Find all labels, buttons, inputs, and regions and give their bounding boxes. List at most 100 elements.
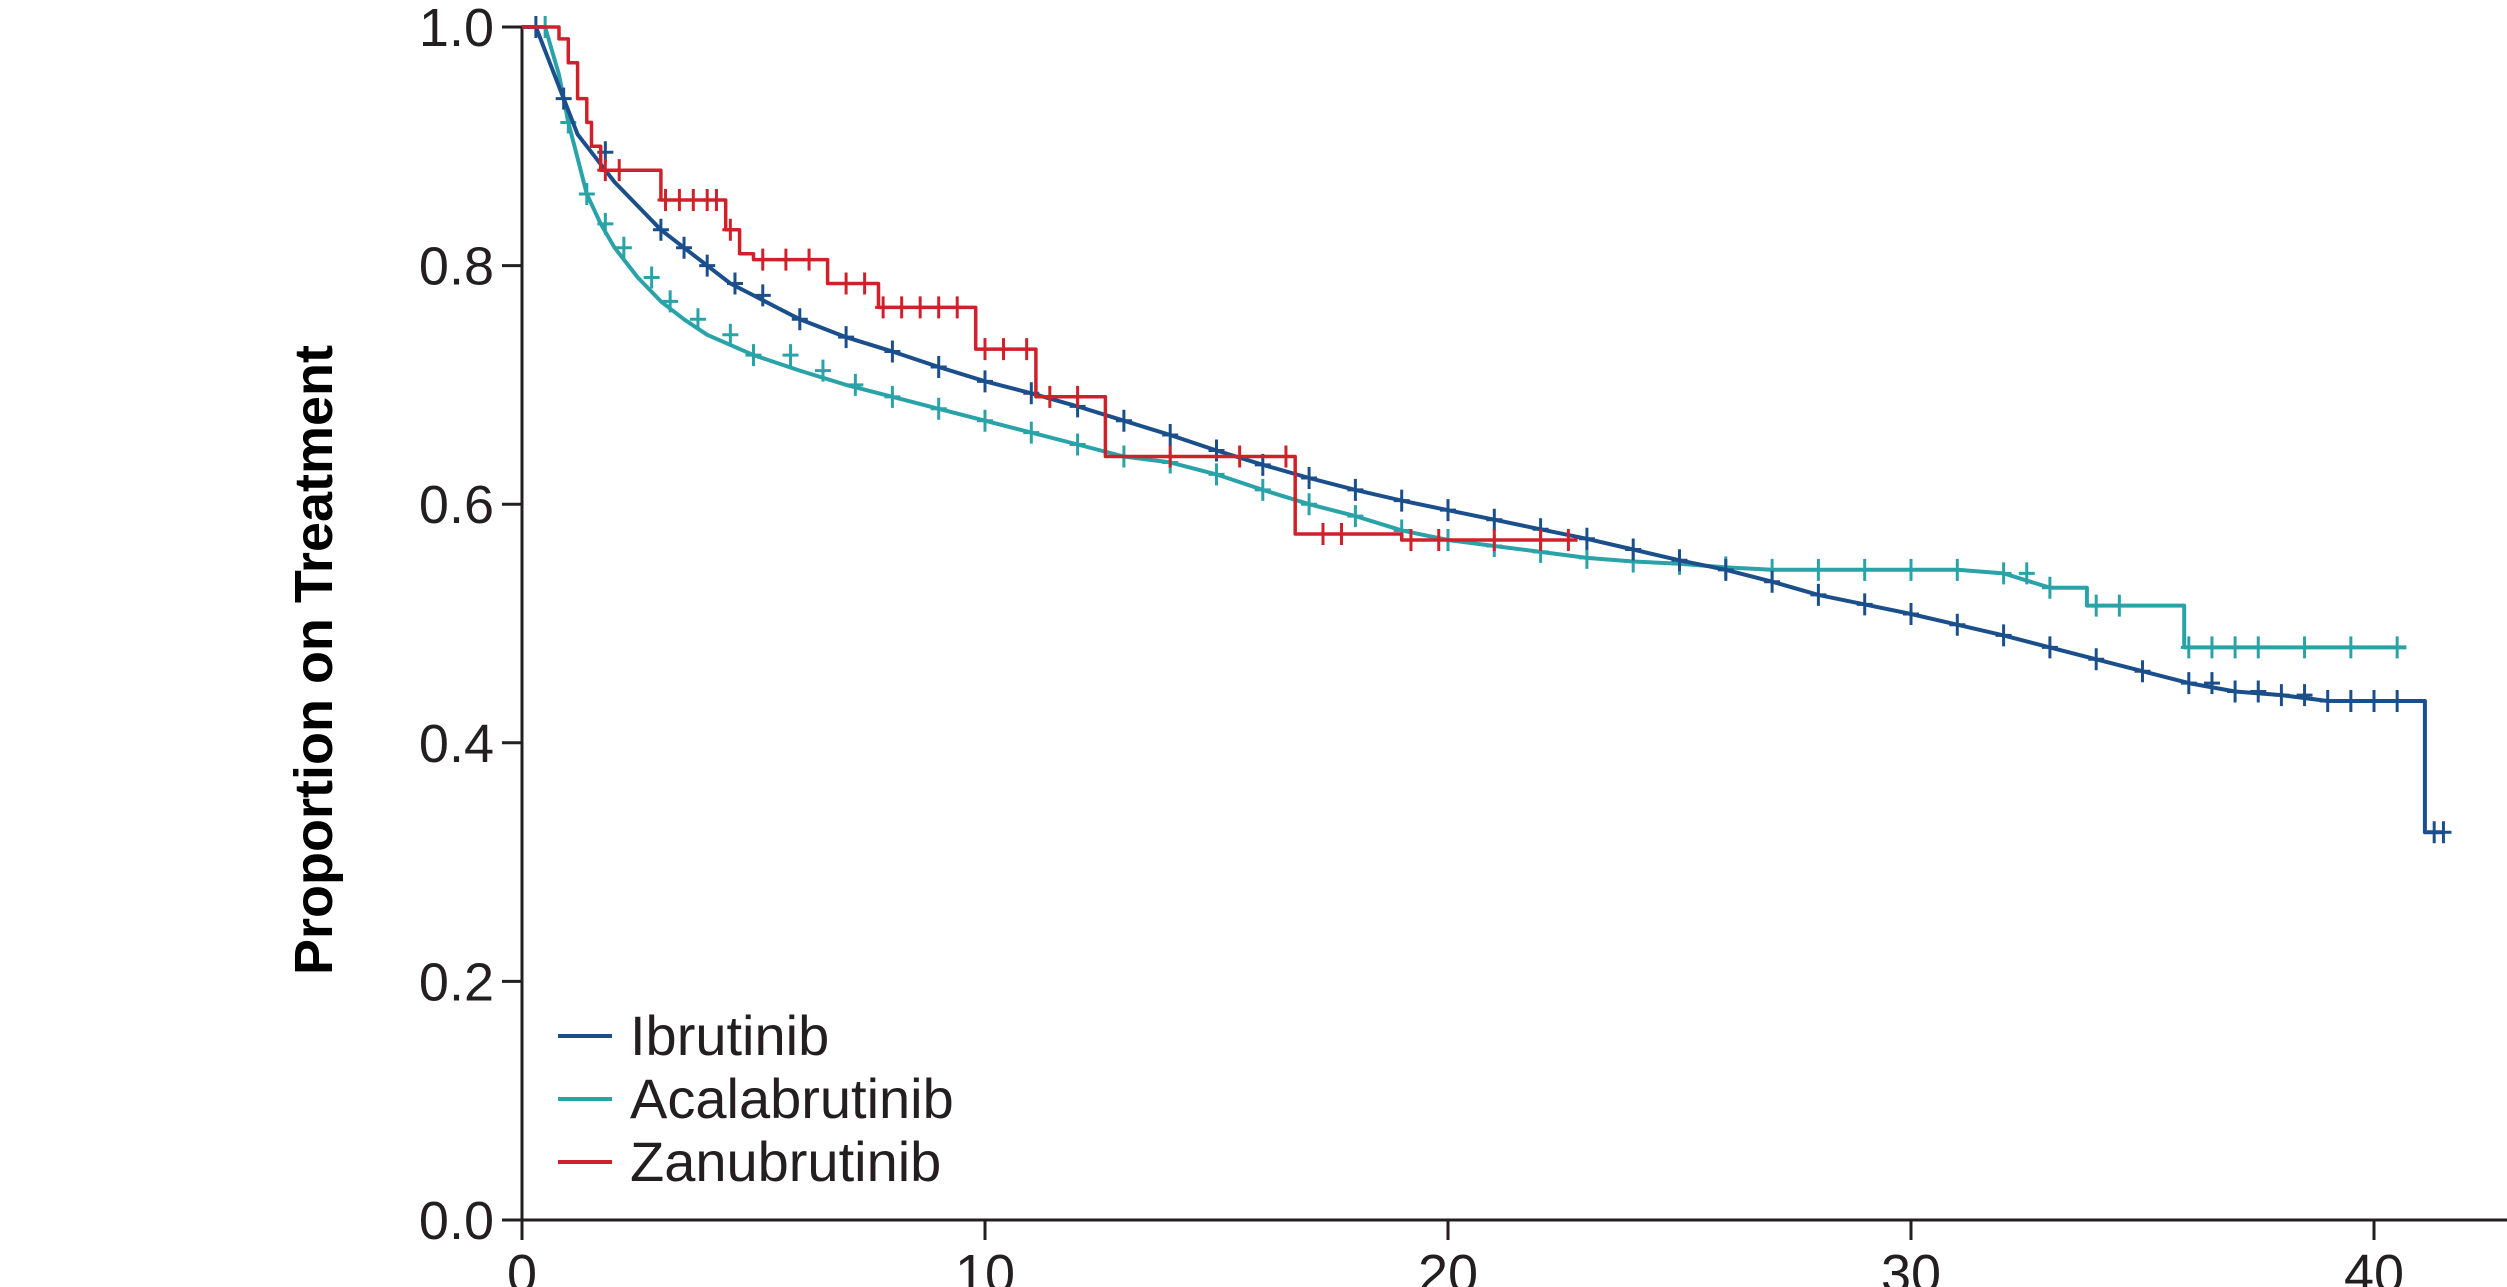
censor-mark [977, 370, 993, 393]
censor-mark [930, 397, 947, 420]
censor-mark [1671, 549, 1688, 572]
censor-mark [2273, 684, 2290, 707]
censor-mark [722, 218, 739, 241]
censor-mark [930, 296, 947, 319]
censor-mark [722, 323, 739, 346]
censor-mark [1393, 489, 1410, 512]
censor-mark [1440, 499, 1456, 522]
censor-mark [2018, 562, 2035, 585]
series-ibrutinib [522, 16, 2452, 844]
censor-mark [2041, 636, 2058, 659]
censor-mark [2041, 576, 2058, 599]
censor-mark [745, 344, 762, 367]
censor-mark [838, 272, 855, 295]
censor-mark [2319, 690, 2336, 713]
censor-mark [949, 296, 966, 319]
censor-mark [1810, 558, 1827, 581]
censor-mark [791, 308, 808, 331]
censor-mark [555, 87, 572, 110]
censor-mark [676, 236, 693, 259]
censor-mark [1903, 558, 1919, 581]
censor-mark [977, 338, 993, 361]
censor-mark [1314, 523, 1331, 546]
censor-mark [2296, 684, 2313, 707]
censor-mark [777, 248, 794, 271]
censor-mark [1018, 338, 1035, 361]
censor-mark [1810, 583, 1827, 606]
censor-mark [1625, 538, 1642, 561]
censor-mark [1301, 466, 1318, 489]
censor-mark [2111, 594, 2128, 617]
y-tick-label: 0.2 [419, 952, 494, 1012]
axes: 0.0 0.2 0.4 0.6 0.8 1.0 0 10 20 30 40 [419, 0, 2507, 1287]
censor-mark [2203, 636, 2220, 659]
censor-mark [1231, 445, 1248, 468]
censor-mark [2088, 648, 2105, 671]
censor-mark [884, 340, 901, 363]
censor-mark [1995, 624, 2012, 647]
censor-mark [597, 212, 614, 235]
censor-mark [643, 266, 660, 289]
series-zanubrutinib [522, 25, 1578, 551]
censor-mark [1069, 433, 1086, 456]
censor-mark [1856, 593, 1873, 616]
censor-mark [615, 236, 632, 259]
censor-mark [726, 272, 743, 295]
censor-mark [1162, 424, 1179, 447]
censor-mark [875, 296, 892, 319]
censor-mark [2342, 636, 2359, 659]
censor-mark [1402, 528, 1419, 551]
censor-mark [1333, 523, 1350, 546]
censor-mark [2088, 594, 2105, 617]
censor-mark [814, 359, 831, 382]
x-tick-label: 20 [1418, 1244, 1478, 1287]
censor-mark [671, 188, 688, 211]
y-tick-label: 0.6 [419, 475, 494, 535]
series-acalabrutinib [522, 16, 2407, 659]
legend-label-zanubrutinib: Zanubrutinib [630, 1130, 941, 1193]
censor-mark [699, 254, 716, 277]
censor-mark [977, 409, 993, 432]
censor-mark [2366, 690, 2382, 713]
acalabrutinib-curve [522, 25, 2407, 650]
censor-mark [1347, 505, 1364, 528]
censor-mark [1486, 508, 1503, 531]
censor-mark [2203, 672, 2220, 695]
censor-mark [1949, 613, 1966, 636]
censor-mark [754, 248, 771, 271]
x-tick-label: 40 [2344, 1244, 2404, 1287]
censor-mark [1532, 528, 1549, 551]
censor-mark [1903, 602, 1919, 625]
zanubrutinib-curve [522, 25, 1578, 542]
censor-mark [685, 188, 702, 211]
x-tick-label: 0 [507, 1244, 537, 1287]
censor-mark [2180, 672, 2197, 695]
censor-mark [2134, 660, 2151, 683]
censor-mark [1486, 528, 1503, 551]
censor-mark [2389, 690, 2406, 713]
legend-label-acalabrutinib: Acalabrutinib [630, 1067, 954, 1130]
censor-mark [912, 296, 929, 319]
censor-mark [652, 218, 669, 241]
censor-mark [1764, 570, 1781, 593]
censor-mark [1430, 528, 1447, 551]
censor-mark [1069, 385, 1086, 408]
censor-mark [689, 308, 706, 331]
censor-mark [1301, 493, 1318, 516]
y-tick-label: 0.0 [419, 1191, 494, 1251]
censor-mark [1578, 546, 1595, 569]
censor-mark [1254, 478, 1271, 501]
censor-mark [1023, 421, 1040, 444]
censor-mark [2250, 636, 2267, 659]
censor-mark [1578, 527, 1595, 550]
censor-mark [708, 188, 725, 211]
censor-mark [893, 296, 910, 319]
legend-label-ibrutinib: Ibrutinib [630, 1004, 829, 1067]
x-tick-label: 30 [1881, 1244, 1941, 1287]
censor-mark [1208, 463, 1225, 486]
y-axis-label: Proportion on Treatment [284, 345, 344, 975]
censor-mark [1717, 558, 1734, 581]
censor-mark [847, 373, 864, 396]
y-tick-label: 1.0 [419, 0, 494, 58]
